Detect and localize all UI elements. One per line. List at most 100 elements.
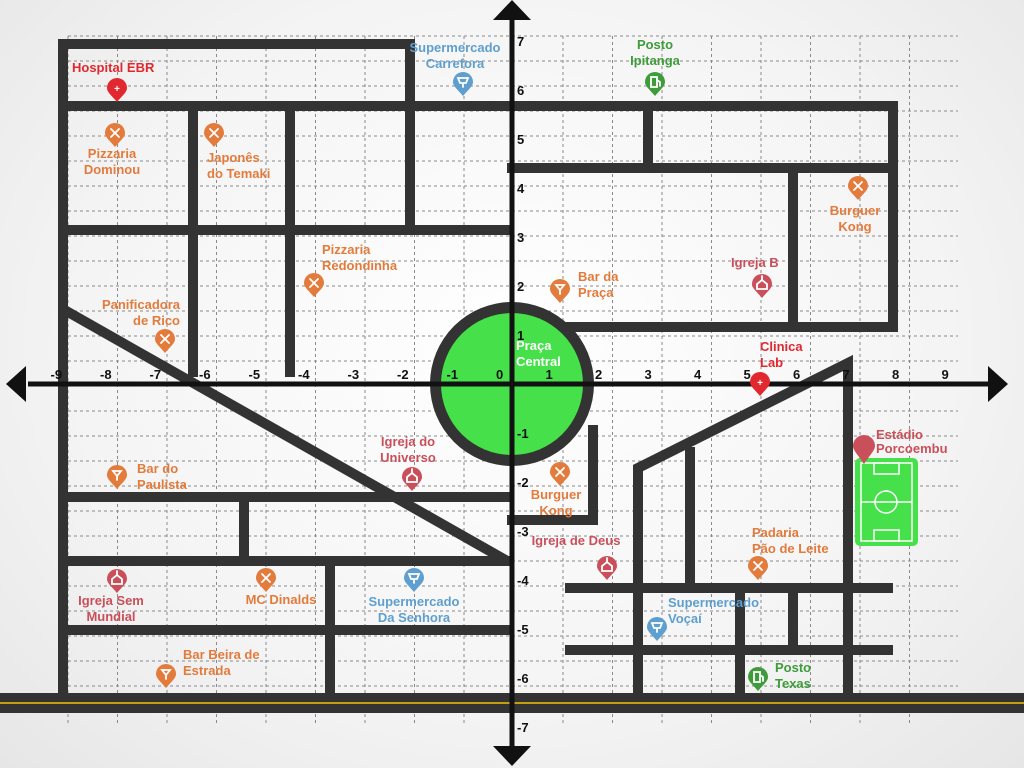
y-tick-label: 4 <box>517 181 525 196</box>
poi-label-line2: Mundial <box>86 609 135 624</box>
poi-label-line2: Texas <box>775 676 811 691</box>
poi-label-line2: Estrada <box>183 663 231 678</box>
y-tick-label: -5 <box>517 622 529 637</box>
poi-label-line1: Bar Beira de <box>183 647 260 662</box>
poi-label-line1: MC Dinalds <box>246 592 317 607</box>
x-tick-label: -3 <box>348 367 360 382</box>
x-tick-label: 9 <box>942 367 949 382</box>
poi-label-line2: de Rico <box>133 313 180 328</box>
x-tick-label: 5 <box>744 367 751 382</box>
poi-igreja-b[interactable]: Igreja B <box>731 255 779 298</box>
cart-pin-icon <box>453 72 473 96</box>
svg-text:+: + <box>757 378 763 389</box>
poi-label-line2: Kong <box>539 503 572 518</box>
poi-hospital-ebr[interactable]: + Hospital ÉBR <box>72 60 155 102</box>
drink-pin-icon <box>156 664 176 688</box>
y-tick-label: -4 <box>517 573 529 588</box>
y-tick-label: -1 <box>517 426 529 441</box>
drink-pin-icon <box>550 279 570 303</box>
x-axis-ticks: -9 -8 -7 -6 -5 -4 -3 -2 -1 0 1 2 3 4 5 6 7 8 9 <box>51 367 949 382</box>
coordinate-axes <box>6 0 1008 766</box>
x-tick-label: 8 <box>892 367 899 382</box>
poi-label-line1: Bar do <box>137 461 178 476</box>
poi-label-line1: Hospital ÉBR <box>72 60 155 75</box>
poi-igreja-deus[interactable]: Igreja de Deus <box>532 533 621 580</box>
poi-label-line2: Paulista <box>137 477 188 492</box>
poi-label-line2: Pão de Leite <box>752 541 829 556</box>
y-tick-label: 7 <box>517 34 524 49</box>
fork-knife-pin-icon <box>848 176 868 200</box>
field-center-circle <box>874 490 898 514</box>
svg-text:+: + <box>114 84 120 95</box>
x-tick-label: -2 <box>397 367 409 382</box>
church-pin-icon <box>597 556 617 580</box>
x-tick-label: 2 <box>595 367 602 382</box>
poi-label-line1: Burguer <box>830 203 881 218</box>
poi-label-line1: Burguer <box>531 487 582 502</box>
poi-label-line2: Praça <box>578 285 614 300</box>
poi-label-line1: Igreja B <box>731 255 779 270</box>
poi-label-line1: Padaria <box>752 525 800 540</box>
x-tick-label: -5 <box>249 367 261 382</box>
fork-knife-pin-icon <box>204 123 224 147</box>
points-of-interest: +Hospital ÉBRSupermercadoCarreforaPostoI… <box>72 37 880 691</box>
street-segment <box>61 305 509 565</box>
stadium[interactable]: Estádio Porcoembu <box>853 427 948 546</box>
poi-label-line1: Igreja Sem <box>78 593 144 608</box>
drink-pin-icon <box>107 465 127 489</box>
poi-label-line2: Lab <box>760 355 783 370</box>
poi-label-line2: do Temaki <box>207 166 270 181</box>
street-segment <box>58 101 898 332</box>
y-tick-label: 6 <box>517 83 524 98</box>
x-tick-label: 7 <box>843 367 850 382</box>
clinic-pin-icon: + <box>750 372 770 396</box>
cart-pin-icon <box>647 617 667 641</box>
poi-label-line2: Kong <box>838 219 871 234</box>
poi-label-line1: Igreja do <box>381 434 435 449</box>
poi-label-line1: Supermercado <box>368 594 459 609</box>
poi-label-line1: Panificadora <box>102 297 181 312</box>
poi-label-line1: Bar da <box>578 269 619 284</box>
x-tick-label: 6 <box>793 367 800 382</box>
poi-label-line1: Clinica <box>760 339 803 354</box>
street-segment <box>58 39 415 705</box>
poi-mc-dinalds[interactable]: MC Dinalds <box>246 568 317 607</box>
y-axis-bottom-arrow <box>493 746 531 766</box>
x-tick-label: -7 <box>150 367 162 382</box>
hospital-pin-icon: + <box>107 78 127 102</box>
poi-label-line2: Dominou <box>84 162 140 177</box>
fork-knife-pin-icon <box>304 273 324 297</box>
x-tick-label: -9 <box>51 367 63 382</box>
x-tick-label: -6 <box>199 367 211 382</box>
y-tick-label: 3 <box>517 230 524 245</box>
y-axis-ticks: 7 6 5 4 3 2 1 -1 -2 -3 -4 -5 -6 -7 <box>517 34 529 735</box>
plaza-label-line1: Praça <box>516 338 552 353</box>
poi-label-line2: Carrefora <box>426 56 485 71</box>
street-segment <box>507 425 598 525</box>
church-pin-icon <box>402 467 422 491</box>
x-tick-label: 3 <box>645 367 652 382</box>
field-box-bottom <box>873 529 900 542</box>
fuel-pin-icon <box>748 667 768 691</box>
x-axis-left-arrow <box>6 366 26 402</box>
y-tick-label: 1 <box>517 328 524 343</box>
